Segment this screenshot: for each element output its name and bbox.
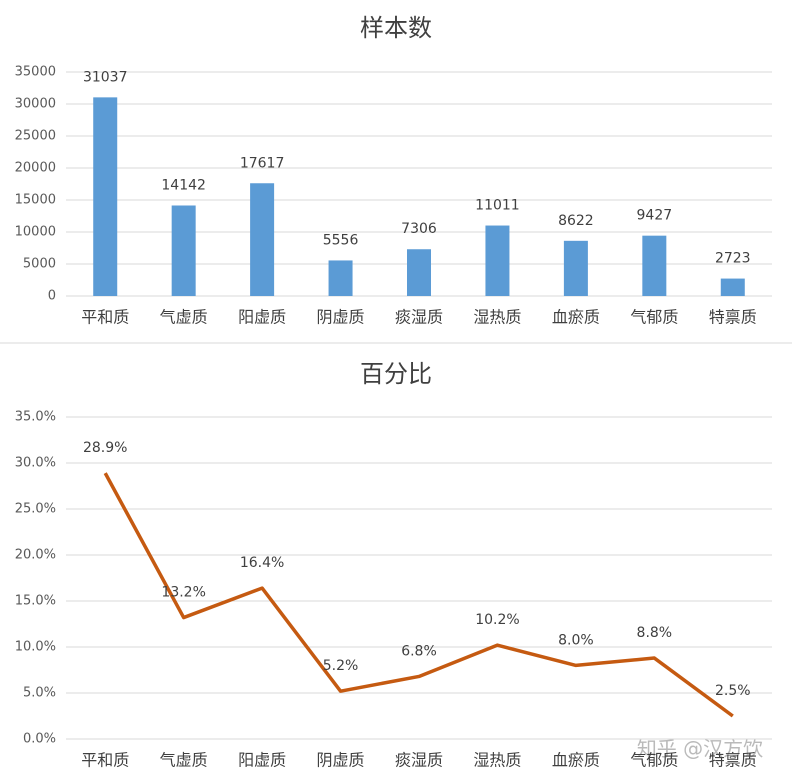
x-tick-label: 阳虚质 <box>238 308 286 327</box>
x-tick-label: 气虚质 <box>160 308 208 327</box>
y-tick-label: 15.0% <box>15 594 56 609</box>
data-label: 7306 <box>401 221 437 237</box>
y-tick-label: 20000 <box>15 161 56 176</box>
data-label: 5556 <box>323 232 359 248</box>
y-tick-label: 20.0% <box>15 548 56 563</box>
x-tick-label: 平和质 <box>81 308 129 327</box>
data-label: 2.5% <box>715 683 751 699</box>
data-label: 14142 <box>161 177 206 193</box>
y-tick-label: 30.0% <box>15 456 56 471</box>
bar <box>720 278 745 296</box>
x-tick-label: 阴虚质 <box>317 308 365 327</box>
bar <box>407 249 431 296</box>
x-tick-label: 阳虚质 <box>238 751 286 770</box>
data-label: 8.0% <box>558 632 594 648</box>
watermark: 知乎 @汉方饮 <box>637 737 763 761</box>
line <box>103 472 734 718</box>
y-tick-label: 0.0% <box>23 732 56 747</box>
data-label: 13.2% <box>161 585 205 601</box>
x-tick-label: 痰湿质 <box>395 308 443 327</box>
chart-title: 样本数 <box>360 14 432 42</box>
y-tick-label: 10000 <box>15 225 56 240</box>
y-tick-label: 35.0% <box>15 410 56 425</box>
data-label: 8.8% <box>637 625 673 641</box>
y-tick-label: 5.0% <box>23 686 56 701</box>
y-tick-label: 15000 <box>15 193 56 208</box>
data-label: 28.9% <box>83 440 127 456</box>
bar <box>642 235 667 296</box>
x-tick-label: 平和质 <box>81 751 129 770</box>
data-label: 17617 <box>240 155 285 171</box>
bar <box>328 260 353 296</box>
bar <box>250 183 275 296</box>
data-label: 31037 <box>83 69 128 85</box>
data-label: 9427 <box>637 208 673 224</box>
y-tick-label: 5000 <box>23 257 56 272</box>
bar <box>171 205 196 296</box>
y-tick-label: 35000 <box>15 65 56 80</box>
x-tick-label: 痰湿质 <box>395 751 443 770</box>
x-tick-label: 血瘀质 <box>552 308 600 327</box>
y-tick-label: 30000 <box>15 97 56 112</box>
data-label: 16.4% <box>240 555 284 571</box>
data-label: 5.2% <box>323 658 359 674</box>
data-label: 11011 <box>475 198 520 214</box>
x-tick-label: 特禀质 <box>709 308 757 327</box>
x-tick-label: 湿热质 <box>473 751 521 770</box>
y-tick-label: 0 <box>48 289 56 304</box>
data-label: 2723 <box>715 251 751 267</box>
y-tick-label: 25.0% <box>15 502 56 517</box>
x-tick-label: 气虚质 <box>160 751 208 770</box>
x-tick-label: 气郁质 <box>630 308 678 327</box>
data-label: 6.8% <box>401 643 437 659</box>
data-label: 8622 <box>558 213 594 229</box>
bar <box>485 225 510 296</box>
data-label: 10.2% <box>475 612 519 628</box>
x-tick-label: 湿热质 <box>473 308 521 327</box>
x-tick-label: 气郁质 <box>630 751 678 770</box>
bar <box>93 97 118 297</box>
y-tick-label: 10.0% <box>15 640 56 655</box>
y-tick-label: 25000 <box>15 129 56 144</box>
x-tick-label: 血瘀质 <box>552 751 600 770</box>
x-tick-label: 阴虚质 <box>317 751 365 770</box>
bar <box>563 240 588 296</box>
x-tick-label: 特禀质 <box>709 751 757 770</box>
chart-title: 百分比 <box>360 360 432 388</box>
